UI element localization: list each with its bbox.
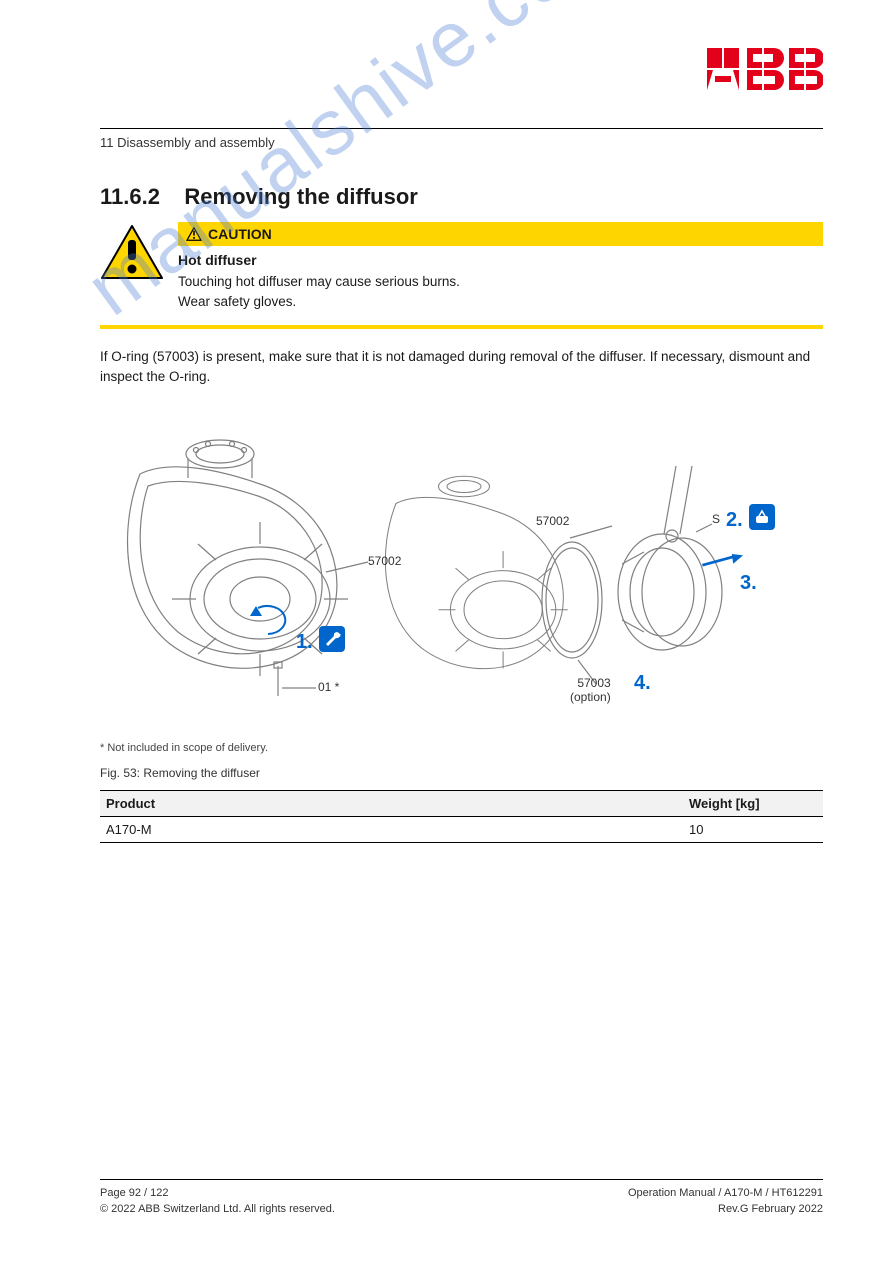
svg-text:Nm: Nm [334, 633, 341, 639]
diagram: 57002 01 * 57002 57003 (option) S 1. Nm … [100, 404, 820, 734]
lifting-icon [749, 504, 775, 530]
warning-banner: CAUTION [178, 222, 823, 246]
warning-title: Hot diffuser [178, 252, 823, 268]
table-header-weight: Weight [kg] [683, 790, 823, 816]
warning-body: Touching hot diffuser may cause serious … [178, 272, 823, 311]
footnote: * Not included in scope of delivery. [100, 742, 823, 754]
step-4-label: 4. [634, 672, 651, 695]
section-title: Removing the diffusor [184, 184, 417, 209]
footer-copyright: © 2022 ABB Switzerland Ltd. All rights r… [100, 1202, 335, 1217]
arrow-icon [700, 554, 744, 568]
step-2-label: 2. [726, 509, 743, 532]
warning-triangle-icon [100, 222, 164, 311]
table-cell-product: A170-M [100, 816, 683, 842]
footer-page: Page 92 / 122 [100, 1186, 169, 1201]
warning-end-rule [100, 325, 823, 329]
callout-01: 01 * [318, 680, 339, 694]
figure-caption: Fig. 53: Removing the diffuser [100, 766, 823, 780]
callout-57002-left: 57002 [368, 554, 401, 568]
warning-block: CAUTION Hot diffuser Touching hot diffus… [100, 222, 823, 311]
warning-banner-label: CAUTION [208, 226, 272, 242]
table-header-product: Product [100, 790, 683, 816]
footer-doc: Operation Manual / A170-M / HT612291 [628, 1186, 823, 1201]
top-rule [100, 128, 823, 129]
body-paragraph: If O-ring (57003) is present, make sure … [100, 347, 823, 388]
abb-logo [707, 48, 823, 95]
table-cell-weight: 10 [683, 816, 823, 842]
step-1-label: 1. [296, 631, 313, 654]
callout-57003: 57003 (option) [570, 676, 611, 704]
page-footer: Page 92 / 122 Operation Manual / A170-M … [100, 1179, 823, 1217]
footer-rev: Rev.G February 2022 [718, 1202, 823, 1217]
section-number: 11.6.2 [100, 184, 160, 209]
table-row: A170-M 10 [100, 816, 823, 842]
warning-small-icon [186, 227, 202, 241]
callout-57002-right: 57002 [536, 514, 569, 528]
parts-table: Product Weight [kg] A170-M 10 [100, 790, 823, 843]
callout-s: S [712, 512, 720, 526]
breadcrumb-left: 11 Disassembly and assembly [100, 135, 275, 150]
torque-wrench-icon: Nm [319, 626, 345, 652]
step-3-label: 3. [740, 572, 757, 595]
